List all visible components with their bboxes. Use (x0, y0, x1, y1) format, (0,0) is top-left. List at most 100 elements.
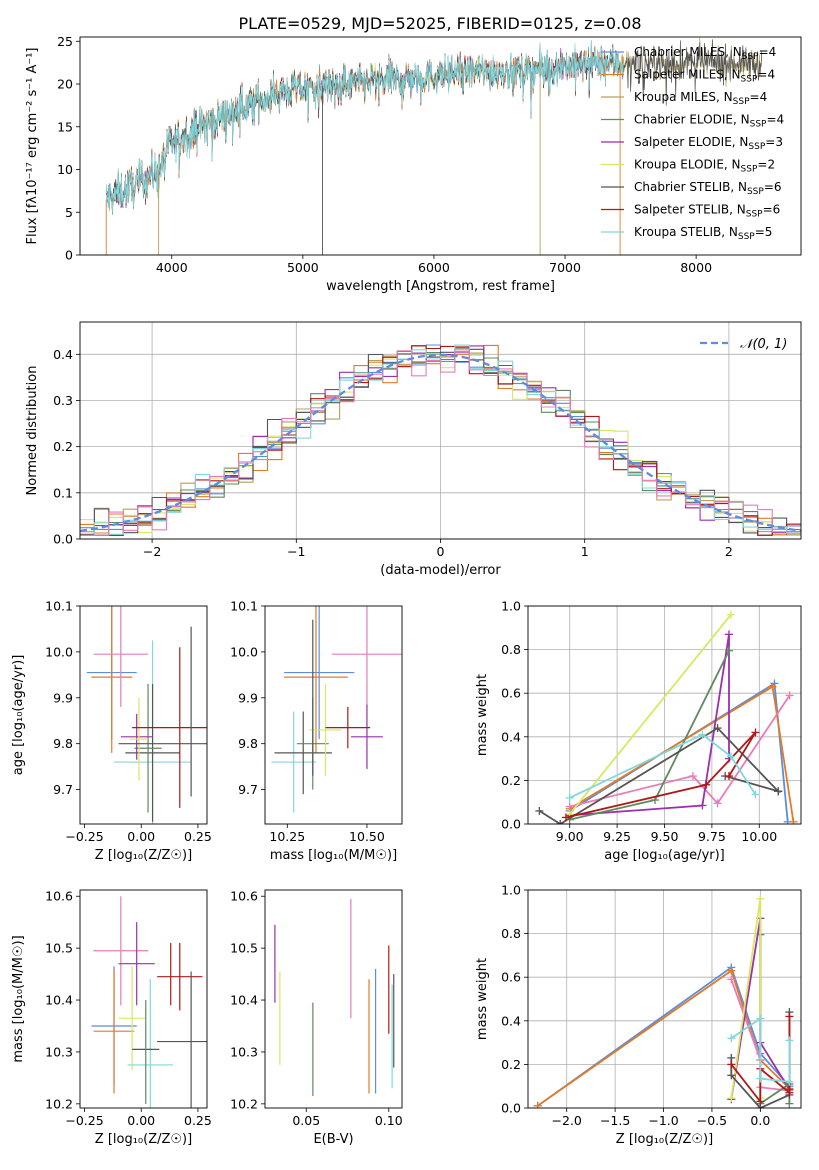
x-axis-label: E(B-V) (313, 1132, 353, 1147)
x-tick-label: −0.5 (697, 1113, 727, 1128)
y-tick-label: 25 (57, 34, 73, 49)
x-tick-label: −2.0 (552, 1113, 582, 1128)
x-tick-label: 0.00 (127, 829, 155, 844)
x-tick-label: 2 (725, 544, 733, 559)
legend-label: Kroupa ELODIE, NSSP=2 (634, 158, 775, 175)
weight_vs_Z-plot-area (533, 894, 794, 1108)
y-tick-label: 1.0 (501, 599, 521, 614)
x-tick-label: 5000 (287, 260, 319, 275)
y-tick-label: 10.6 (45, 889, 73, 904)
y-axis-label: mass [log₁₀(M/M☉)] (11, 935, 26, 1062)
spectrum-series-line (105, 40, 763, 212)
legend-subscript: SSP (742, 52, 759, 62)
legend-value: =4 (759, 45, 777, 59)
y-tick-label: 10.4 (230, 993, 258, 1008)
y-tick-label: 1.0 (501, 883, 521, 898)
x-tick-label: −0.25 (65, 829, 103, 844)
weight-series-line (730, 898, 762, 1099)
figure-title: PLATE=0529, MJD=52025, FIBERID=0125, z=0… (238, 14, 641, 33)
residuals-plot-area (80, 344, 801, 536)
y-tick-label: 0.2 (53, 439, 73, 454)
legend-label: Kroupa MILES, NSSP=4 (634, 90, 767, 107)
x-tick-label: −1.5 (600, 1113, 630, 1128)
age_vs_mass-plot-area (271, 606, 402, 813)
x-axis-label: (data-model)/error (380, 563, 501, 578)
legend-value: =4 (750, 90, 768, 104)
x-tick-label: −2 (143, 544, 161, 559)
x-tick-label: 0 (437, 544, 445, 559)
legend-label-gauss: 𝒩(0, 1) (740, 337, 787, 352)
spectrum-legend: Chabrier MILES, NSSP=4 Salpeter MILES, NS… (601, 45, 784, 242)
y-axis-label: age [log₁₀(age/yr)] (11, 655, 26, 776)
gaussian-curve (80, 353, 801, 533)
legend-value: =5 (755, 225, 773, 239)
x-tick-label: 0.25 (184, 1113, 212, 1128)
weight-series-line (569, 685, 795, 822)
x-tick-label: 0.25 (184, 829, 212, 844)
x-axis-label: age [log₁₀(age/yr)] (604, 848, 725, 863)
residuals-frame (79, 321, 802, 540)
legend-label: Salpeter ELODIE, NSSP=3 (634, 135, 783, 152)
y-tick-label: 10.1 (45, 599, 73, 614)
y-tick-label: 0.0 (501, 817, 521, 832)
spectrum-frame (79, 36, 802, 256)
legend-label: Chabrier STELIB, NSSP=6 (634, 180, 782, 197)
x-tick-label: 0.10 (375, 1113, 403, 1128)
legend-subscript: SSP (748, 142, 765, 152)
x-tick-label: 7000 (549, 260, 581, 275)
weight-series-line (569, 733, 757, 799)
legend-label: Kroupa STELIB, NSSP=5 (634, 225, 772, 242)
x-tick-label: 10.00 (741, 829, 777, 844)
y-tick-label: 10.0 (230, 644, 258, 659)
y-tick-label: 10 (57, 162, 73, 177)
y-tick-label: 9.7 (53, 782, 73, 797)
legend-subscript: SSP (750, 120, 767, 130)
y-tick-label: 0.6 (501, 970, 521, 985)
y-tick-label: 9.9 (53, 690, 73, 705)
y-tick-label: 9.8 (238, 736, 258, 751)
x-tick-label: −0.25 (65, 1113, 103, 1128)
weight-series-line (569, 634, 730, 817)
y-tick-label: 0.2 (501, 773, 521, 788)
mass_vs_EBV-panel: 0.05 0.10 10.2 10.3 10.4 10.5 10.6 E(B-V) (230, 889, 403, 1147)
y-axis-label: Normed distribution (25, 366, 40, 496)
x-tick-label: 9.25 (603, 829, 631, 844)
y-tick-label: 0.1 (53, 485, 73, 500)
histogram-series (80, 352, 801, 536)
x-tick-label: 0.0 (750, 1113, 770, 1128)
spectrum-series-line (105, 40, 625, 213)
y-tick-label: 10.1 (230, 599, 258, 614)
x-tick-label: 9.75 (698, 829, 726, 844)
y-tick-label: 10.3 (230, 1044, 258, 1059)
legend-label: Chabrier MILES, NSSP=4 (634, 45, 776, 62)
mass_vs_Z-plot-area (91, 896, 207, 1108)
x-axis-label: Z [log₁₀(Z/Z☉)] (616, 1132, 713, 1147)
legend-subscript: SSP (747, 187, 764, 197)
mass_vs_Z-frame (79, 889, 208, 1109)
y-tick-label: 0.4 (53, 347, 73, 362)
y-tick-label: 0.8 (501, 642, 521, 657)
y-tick-label: 9.9 (238, 690, 258, 705)
y-axis-label: mass weight (475, 958, 490, 1040)
x-tick-label: 1 (581, 544, 589, 559)
y-tick-label: 20 (57, 77, 73, 92)
y-tick-label: 5 (65, 205, 73, 220)
weight_vs_age-plot-area (535, 610, 798, 824)
y-tick-label: 0.0 (53, 532, 73, 547)
age_vs_Z-frame (79, 605, 208, 825)
weight-series-line (565, 731, 757, 819)
legend-label: Chabrier ELODIE, NSSP=4 (634, 113, 784, 130)
y-tick-label: 10.4 (45, 993, 73, 1008)
x-tick-label: 0.05 (292, 1113, 320, 1128)
y-tick-label: 10.2 (230, 1096, 258, 1111)
residuals-panel: −2 −1 0 1 2 0.0 0.1 0.2 0.3 0.4 (data-model)/error… (25, 321, 802, 578)
x-axis-label: Z [log₁₀(Z/Z☉)] (95, 848, 192, 863)
age_vs_mass-panel: 10.25 10.50 9.7 9.8 9.9 10.0 10.1 mass [log₁₀(M… (230, 599, 403, 863)
x-tick-label: −1.0 (648, 1113, 678, 1128)
x-axis-label: Z [log₁₀(Z/Z☉)] (95, 1132, 192, 1147)
y-tick-label: 0.0 (501, 1101, 521, 1116)
weight_vs_age-frame (527, 605, 802, 825)
y-tick-label: 15 (57, 119, 73, 134)
age_vs_Z-plot-area (86, 606, 207, 824)
weight-series-line (538, 726, 782, 824)
